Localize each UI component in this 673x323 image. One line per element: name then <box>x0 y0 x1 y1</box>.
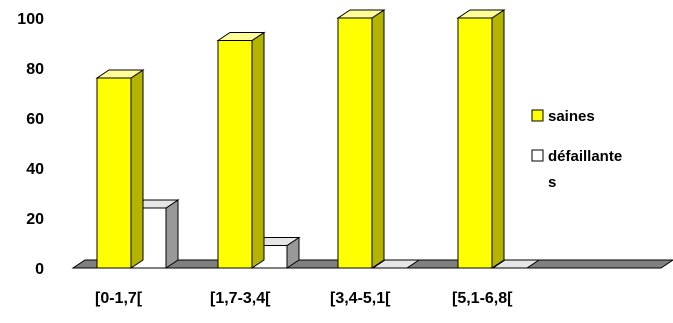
y-tick-label: 0 <box>35 261 44 278</box>
bar-saines-0 <box>95 69 145 269</box>
y-tick-label: 80 <box>26 61 44 78</box>
bar-defaillantes-0-side <box>165 199 179 269</box>
bar-saines-2-front <box>337 17 373 269</box>
y-tick-label: 20 <box>26 211 44 228</box>
bar-saines-3-side <box>491 9 505 269</box>
legend-swatch-defaillantes <box>531 149 544 162</box>
bar-saines-3-top <box>456 9 506 19</box>
x-tick-label: [5,1-6,8[ <box>452 290 513 307</box>
bar-saines-1-top <box>216 32 266 41</box>
bar-saines-1 <box>216 31 266 269</box>
bar-saines-2-top <box>336 9 386 19</box>
bar-saines-0-top <box>95 69 145 79</box>
bar-saines-3 <box>456 9 506 269</box>
x-tick-label: [1,7-3,4[ <box>210 290 271 307</box>
bar-saines-0-side <box>130 69 144 269</box>
legend-swatch-saines <box>531 109 544 122</box>
bar-defaillantes-2-top <box>371 259 421 269</box>
bars <box>95 9 541 269</box>
legend-frame <box>528 98 661 192</box>
x-tick-label: [0-1,7[ <box>95 290 143 307</box>
bar-defaillantes-3-top <box>491 259 541 269</box>
legend-label-saines: saines <box>548 108 595 125</box>
y-tick-label: 100 <box>17 11 44 28</box>
bar-defaillantes-3 <box>491 259 541 269</box>
y-axis-ticks: 0 20 40 60 80 100 <box>17 11 44 278</box>
bar-saines-1-front <box>217 40 253 269</box>
y-tick-label: 40 <box>26 161 44 178</box>
legend-label-defaillantes-line2: s <box>548 174 556 191</box>
x-axis-labels: [0-1,7[ [1,7-3,4[ [3,4-5,1[ [5,1-6,8[ <box>95 290 513 307</box>
legend-label-defaillantes-line1: défaillante <box>548 148 622 165</box>
x-tick-label: [3,4-5,1[ <box>330 290 391 307</box>
bar-defaillantes-2 <box>371 259 421 269</box>
bar-saines-2-side <box>371 9 385 269</box>
bar-saines-3-front <box>457 17 493 269</box>
y-tick-label: 60 <box>26 111 44 128</box>
legend: saines défaillante s <box>528 98 661 192</box>
bar-saines-2 <box>336 9 386 269</box>
bar-saines-1-side <box>251 31 265 269</box>
bar-saines-0-front <box>96 77 132 269</box>
